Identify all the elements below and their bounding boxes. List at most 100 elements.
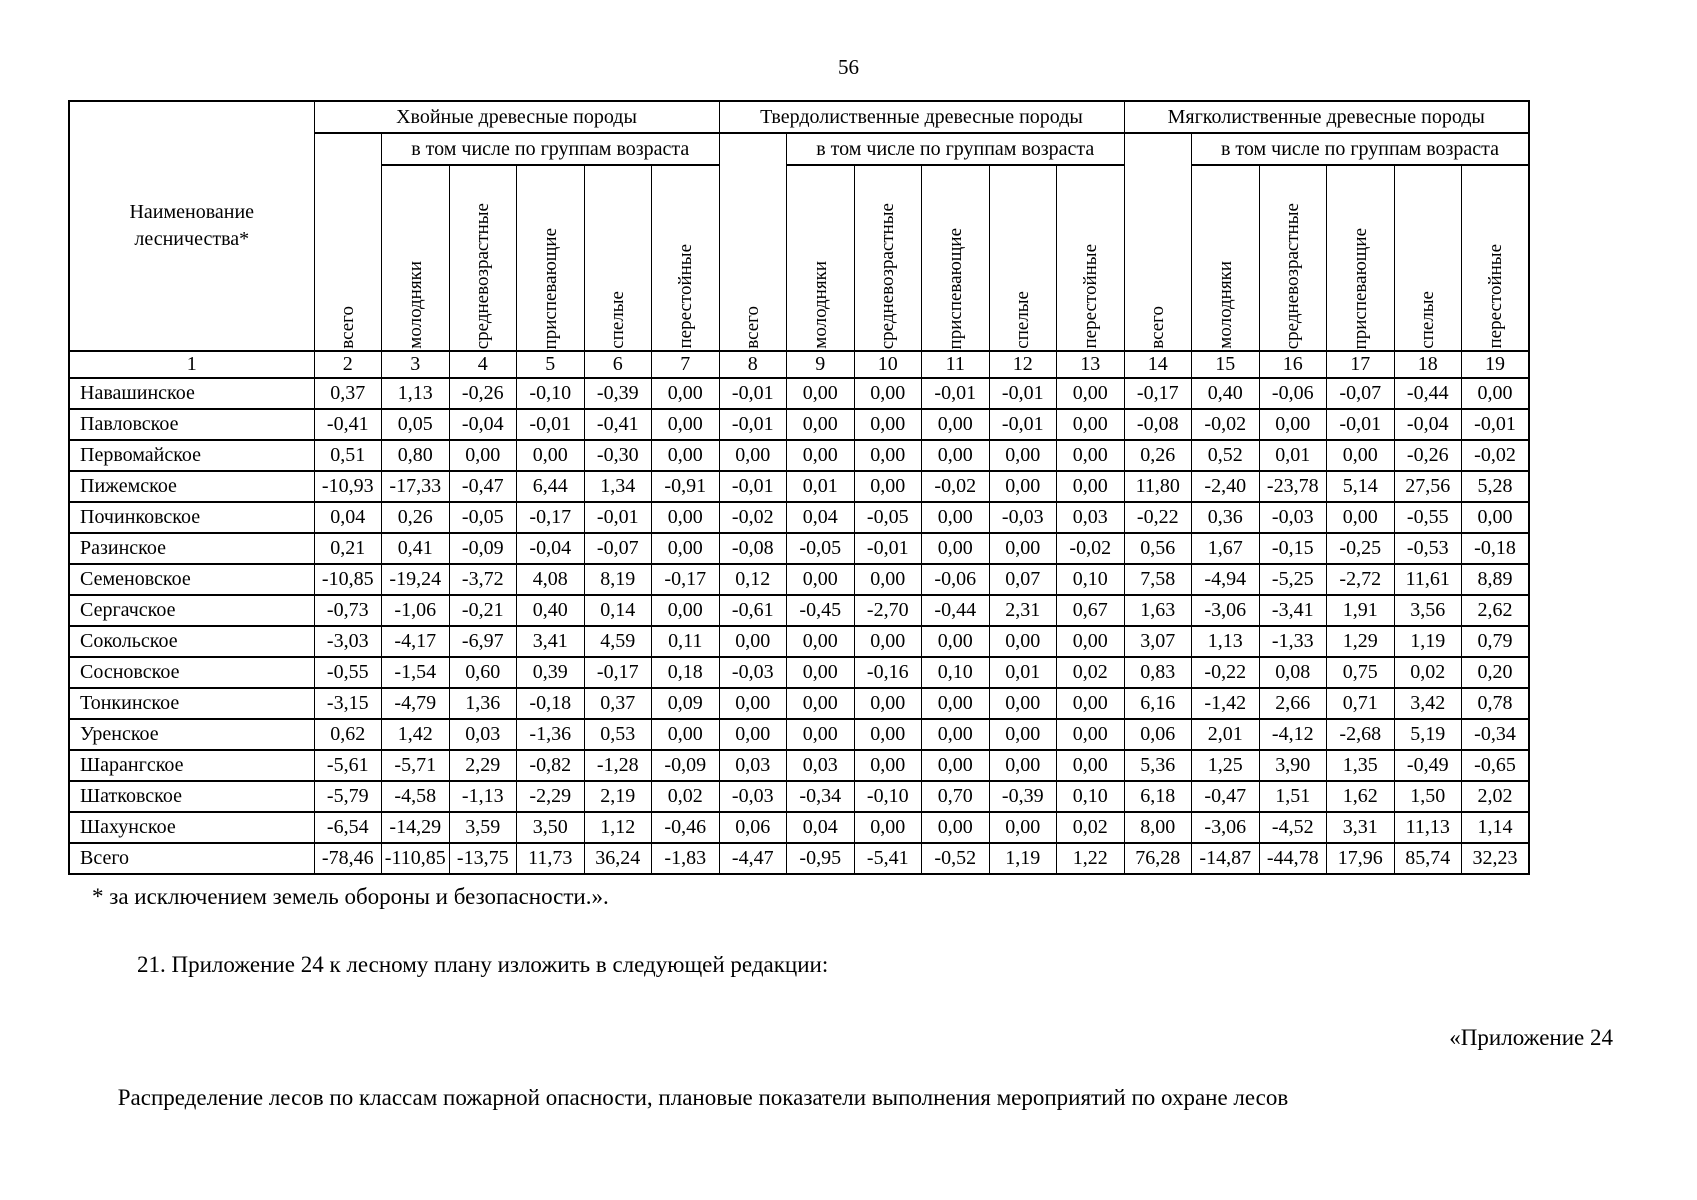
value-cell: 76,28 xyxy=(1123,842,1192,875)
value-cell: 0,18 xyxy=(651,656,720,689)
value-cell: -14,87 xyxy=(1191,842,1260,875)
value-cell: -3,15 xyxy=(313,687,382,720)
value-cell: 0,00 xyxy=(786,718,855,751)
value-cell: -0,03 xyxy=(1258,501,1327,534)
value-cell: 0,00 xyxy=(1461,501,1530,534)
value-cell: 0,00 xyxy=(921,718,990,751)
table-row: Всего -78,46 -110,85 -13,75 11,73 36,24 -1,83-… xyxy=(68,842,1530,875)
value-cell: 1,91 xyxy=(1326,594,1395,627)
district-name: Разинское xyxy=(68,532,315,565)
value-cell: -0,21 xyxy=(448,594,517,627)
value-cell: 36,24 xyxy=(583,842,652,875)
value-cell: -0,25 xyxy=(1326,532,1395,565)
value-cell: 1,63 xyxy=(1123,594,1192,627)
value-cell: -1,33 xyxy=(1258,625,1327,658)
value-cell: 0,02 xyxy=(1056,811,1125,844)
value-cell: -1,42 xyxy=(1191,687,1260,720)
age-column-header: перестойные xyxy=(1056,164,1125,352)
value-cell: -0,39 xyxy=(583,377,652,410)
value-cell: 1,62 xyxy=(1326,780,1395,813)
value-cell: 0,00 xyxy=(1056,470,1125,503)
district-name: Семеновское xyxy=(68,563,315,596)
value-cell: 3,50 xyxy=(516,811,585,844)
value-cell: -1,28 xyxy=(583,749,652,782)
value-cell: -10,85 xyxy=(313,563,382,596)
value-cell: -4,17 xyxy=(381,625,450,658)
value-cell: 85,74 xyxy=(1393,842,1462,875)
column-number: 5 xyxy=(516,350,585,379)
value-cell: 1,42 xyxy=(381,718,450,751)
value-cell: -0,06 xyxy=(921,563,990,596)
value-cell: -78,46 xyxy=(313,842,382,875)
value-cell: -0,34 xyxy=(786,780,855,813)
value-cell: 2,29 xyxy=(448,749,517,782)
value-cell: 2,62 xyxy=(1461,594,1530,627)
value-cell: 3,31 xyxy=(1326,811,1395,844)
value-cell: 0,00 xyxy=(1461,377,1530,410)
value-cell: 0,39 xyxy=(516,656,585,689)
age-column-header: средневозрастные xyxy=(448,164,517,352)
value-cell: -0,52 xyxy=(921,842,990,875)
appendix-title: Распределение лесов по классам пожарной … xyxy=(117,1085,1289,1110)
value-cell: -0,04 xyxy=(1393,408,1462,441)
value-cell: -0,04 xyxy=(516,532,585,565)
district-name: Шатковское xyxy=(68,780,315,813)
value-cell: 3,42 xyxy=(1393,687,1462,720)
value-cell: -0,91 xyxy=(651,470,720,503)
value-cell: -19,24 xyxy=(381,563,450,596)
total-column-header: всего xyxy=(1123,132,1192,352)
value-cell: 0,00 xyxy=(651,377,720,410)
value-cell: 0,00 xyxy=(651,718,720,751)
value-cell: 0,00 xyxy=(988,749,1057,782)
value-cell: 0,00 xyxy=(786,377,855,410)
column-number: 17 xyxy=(1326,350,1395,379)
table-row: Пижемское -10,93 -17,33 -0,47 6,44 1,34 -0,91-… xyxy=(68,470,1530,503)
value-cell: 0,06 xyxy=(1123,718,1192,751)
column-number: 7 xyxy=(651,350,720,379)
district-name: Навашинское xyxy=(68,377,315,410)
value-cell: 32,23 xyxy=(1461,842,1530,875)
value-cell: 2,19 xyxy=(583,780,652,813)
value-cell: -0,02 xyxy=(1461,439,1530,472)
value-cell: 2,02 xyxy=(1461,780,1530,813)
value-cell: -2,29 xyxy=(516,780,585,813)
value-cell: 11,13 xyxy=(1393,811,1462,844)
value-cell: -0,05 xyxy=(853,501,922,534)
value-cell: -0,47 xyxy=(448,470,517,503)
value-cell: 3,90 xyxy=(1258,749,1327,782)
value-cell: 1,50 xyxy=(1393,780,1462,813)
age-column-header: молодняки xyxy=(1191,164,1260,352)
value-cell: 0,26 xyxy=(381,501,450,534)
value-cell: -3,06 xyxy=(1191,594,1260,627)
value-cell: 11,80 xyxy=(1123,470,1192,503)
footnote: * за исключением земель обороны и безопа… xyxy=(92,884,609,909)
value-cell: 0,11 xyxy=(651,625,720,658)
column-number: 6 xyxy=(583,350,652,379)
value-cell: -4,94 xyxy=(1191,563,1260,596)
value-cell: -5,79 xyxy=(313,780,382,813)
value-cell: -6,97 xyxy=(448,625,517,658)
value-cell: 0,00 xyxy=(651,594,720,627)
name-column-header: Наименование лесничества* xyxy=(68,100,315,352)
total-label: всего xyxy=(742,306,764,349)
subgroup-header-row: всего в том числе по группам возраста вс… xyxy=(69,132,1530,352)
value-cell: 0,02 xyxy=(651,780,720,813)
value-cell: -110,85 xyxy=(381,842,450,875)
value-cell: 0,12 xyxy=(718,563,787,596)
table-row: Сергачское -0,73 -1,06 -0,21 0,40 0,14 0,00 -0,… xyxy=(68,594,1530,627)
value-cell: 0,04 xyxy=(786,501,855,534)
value-cell: 2,31 xyxy=(988,594,1057,627)
value-cell: -17,33 xyxy=(381,470,450,503)
value-cell: -3,03 xyxy=(313,625,382,658)
value-cell: -0,18 xyxy=(516,687,585,720)
value-cell: 0,00 xyxy=(1326,439,1395,472)
value-cell: -0,73 xyxy=(313,594,382,627)
value-cell: 8,89 xyxy=(1461,563,1530,596)
value-cell: -0,01 xyxy=(921,377,990,410)
value-cell: 0,00 xyxy=(921,811,990,844)
value-cell: 0,07 xyxy=(988,563,1057,596)
value-cell: 1,36 xyxy=(448,687,517,720)
value-cell: -0,03 xyxy=(718,780,787,813)
value-cell: 0,03 xyxy=(718,749,787,782)
